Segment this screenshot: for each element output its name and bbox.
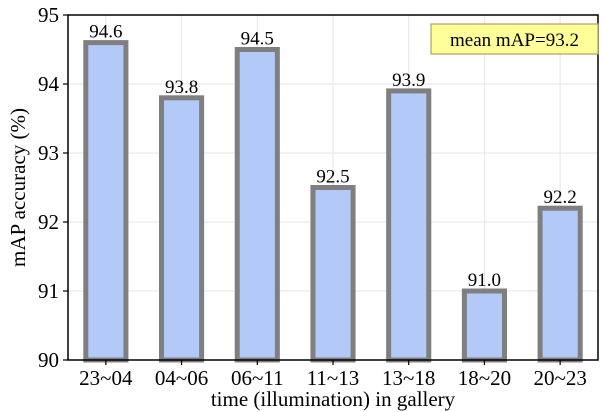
x-tick-label: 11~13 — [307, 366, 360, 390]
data-label: 93.9 — [392, 70, 425, 91]
annotation-text: mean mAP=93.2 — [450, 30, 579, 51]
y-tick-label: 90 — [38, 348, 59, 372]
bar-20~23 — [537, 205, 583, 363]
y-tick-label: 92 — [38, 210, 59, 234]
x-tick-label: 20~23 — [533, 366, 586, 390]
y-tick-label: 94 — [38, 72, 60, 96]
data-label: 94.5 — [241, 29, 274, 50]
bar-06~11 — [234, 47, 280, 363]
x-axis-ticks: 23~04 04~06 06~11 11~13 13~18 18~20 20~23 — [79, 360, 587, 390]
bar-18~20 — [461, 288, 507, 363]
data-label: 94.6 — [89, 22, 122, 43]
x-tick-label: 06~11 — [231, 366, 284, 390]
data-label: 93.8 — [165, 77, 198, 98]
y-axis-ticks: 90 91 92 93 94 95 — [38, 3, 68, 372]
x-tick-label: 04~06 — [155, 366, 208, 390]
bar-13~18 — [386, 88, 432, 363]
annotation-box — [430, 23, 599, 55]
x-tick-label: 18~20 — [458, 366, 511, 390]
data-label: 92.5 — [316, 167, 349, 188]
y-axis-title: mAP accuracy (%) — [6, 108, 30, 267]
mean-map-annotation: mean mAP=93.2 — [430, 23, 599, 55]
x-tick-label: 13~18 — [382, 366, 435, 390]
bar-11~13 — [310, 185, 356, 363]
y-tick-label: 91 — [38, 279, 59, 303]
x-tick-label: 23~04 — [79, 366, 133, 390]
x-axis-title: time (illumination) in gallery — [211, 387, 456, 411]
data-labels: 94.6 93.8 94.5 92.5 93.9 91.0 92.2 — [89, 22, 577, 291]
data-label: 92.2 — [544, 187, 577, 208]
y-tick-label: 93 — [38, 141, 59, 165]
y-tick-label: 95 — [38, 3, 59, 27]
bar-04~06 — [159, 95, 205, 363]
data-label: 91.0 — [468, 270, 501, 291]
bar-23~04 — [83, 40, 129, 363]
